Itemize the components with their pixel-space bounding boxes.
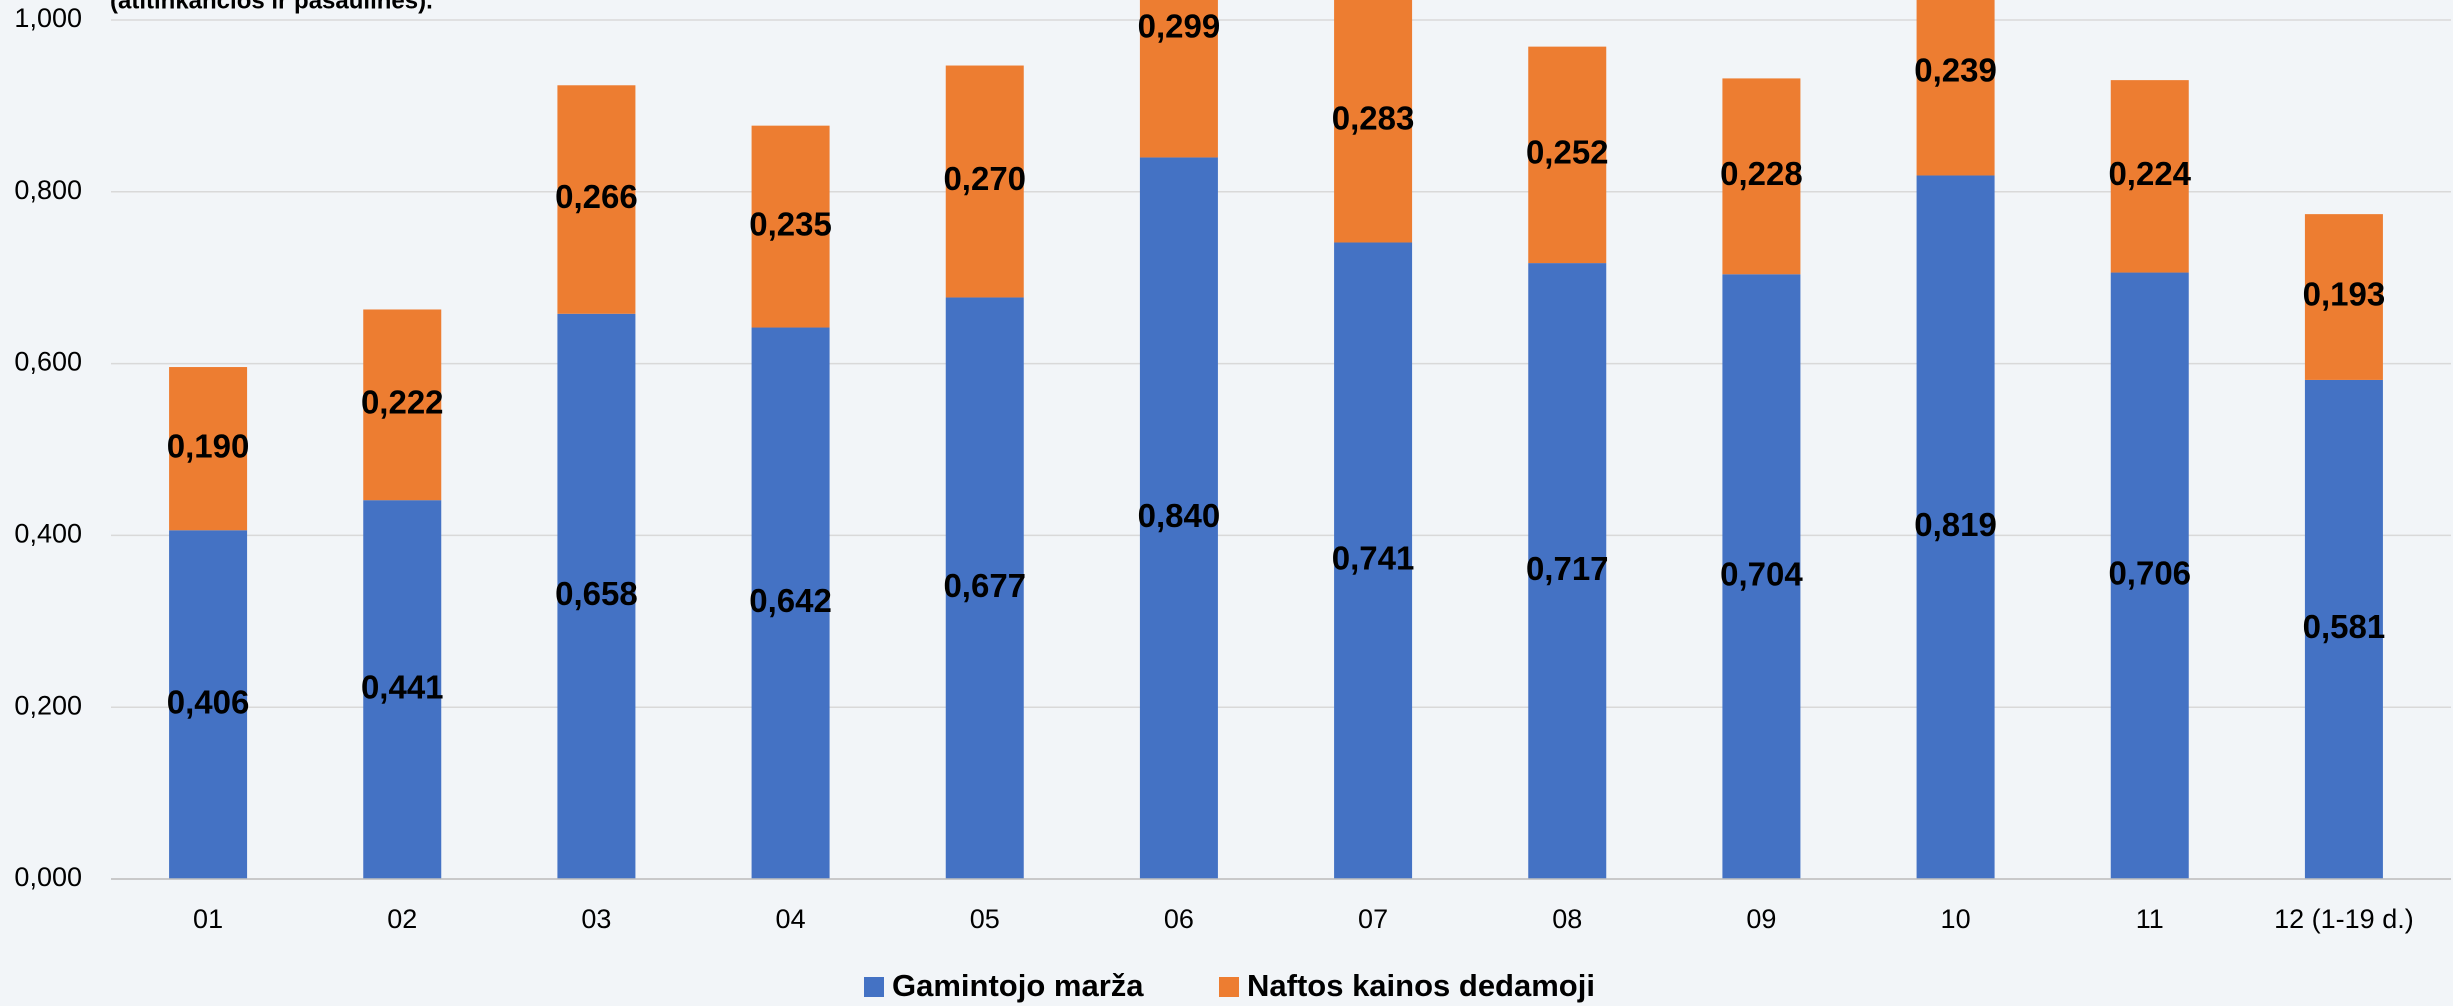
bar-segment [1916,0,1995,176]
bar-segment [1528,46,1607,264]
data-label: 0,235 [749,205,832,242]
bar-segment [1916,175,1995,879]
bar-segment [169,367,248,531]
bar-segment [1139,0,1218,158]
x-tick-label: 05 [970,904,1000,934]
bar-segment [1722,274,1801,879]
bar-segment [945,297,1024,879]
y-tick-label: 0,000 [14,862,82,892]
x-tick-label: 07 [1358,904,1388,934]
data-label: 0,441 [361,668,444,705]
data-label: 0,677 [943,567,1026,604]
x-tick-label: 12 (1-19 d.) [2274,904,2414,934]
bar-segment [2110,272,2189,879]
bar-segment [363,500,442,879]
data-label: 0,406 [167,683,250,720]
data-label: 0,704 [1720,555,1803,592]
bar-segment [169,530,248,879]
bar-segment [557,313,636,879]
bar-segment [2110,80,2189,273]
bar-segment [2304,379,2383,879]
data-label: 0,741 [1332,539,1415,576]
legend-label: Naftos kainos dedamoji [1247,968,1595,1003]
y-tick-label: 0,200 [14,690,82,720]
data-label: 0,190 [167,427,250,464]
data-label: 0,222 [361,384,444,421]
x-tick-label: 02 [387,904,417,934]
bar-segment [1722,78,1801,275]
bar-segment [1139,157,1218,879]
x-tick-label: 01 [193,904,223,934]
y-tick-label: 0,600 [14,347,82,377]
x-tick-label: 08 [1552,904,1582,934]
data-label: 0,239 [1914,52,1997,89]
data-label: 0,193 [2303,276,2386,313]
data-label: 0,819 [1914,506,1997,543]
data-label: 0,299 [1138,8,1221,45]
data-label: 0,270 [943,160,1026,197]
data-label: 0,283 [1332,100,1415,137]
bar-segment [751,125,830,328]
x-tick-label: 04 [776,904,806,934]
data-label: 0,840 [1138,497,1221,534]
x-tick-label: 10 [1941,904,1971,934]
legend-swatch [1219,977,1239,997]
data-label: 0,717 [1526,550,1609,587]
bar-segment [1334,0,1413,243]
x-tick-label: 11 [2136,904,2164,934]
data-label: 0,581 [2303,608,2386,645]
bar-segment [751,327,830,880]
y-tick-label: 0,400 [14,519,82,549]
chart-subtitle: (atitinkančios ir pasaulinės). [110,0,433,14]
data-label: 0,228 [1720,155,1803,192]
y-tick-label: 0,800 [14,175,82,205]
bar-segment [363,309,442,501]
data-label: 0,706 [2108,554,2191,591]
data-label: 0,252 [1526,134,1609,171]
bar-segment [1528,263,1607,879]
x-tick-label: 06 [1164,904,1194,934]
legend-swatch [864,977,884,997]
y-tick-label: 1,000 [14,3,82,33]
data-label: 0,266 [555,178,638,215]
data-label: 0,658 [555,575,638,612]
data-label: 0,224 [2108,155,2191,192]
x-tick-label: 03 [581,904,611,934]
bar-segment [557,85,636,314]
x-tick-label: 09 [1746,904,1776,934]
bar-segment [2304,214,2383,380]
bar-segment [945,65,1024,298]
bar-segment [1334,242,1413,879]
data-label: 0,642 [749,582,832,619]
legend-label: Gamintojo marža [892,968,1144,1003]
